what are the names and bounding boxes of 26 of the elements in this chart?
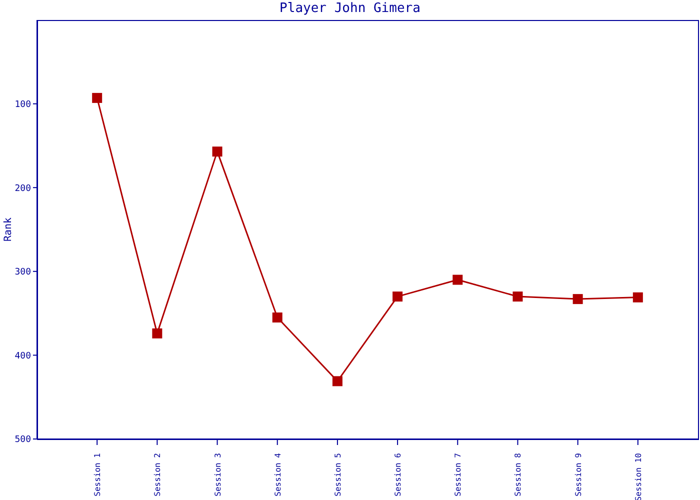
x-tick-label: Session 8 — [514, 452, 523, 496]
point — [332, 376, 342, 386]
chart-title: Player John Gimera — [278, 1, 422, 16]
y-tick-label: 300 — [14, 268, 31, 278]
point — [572, 294, 583, 304]
x-tick-label: Session 3 — [213, 452, 222, 496]
x-tick-label: Session 1 — [93, 452, 102, 496]
point — [632, 292, 643, 302]
x-tick-label: Session 2 — [153, 452, 162, 496]
y-tick-label: 500 — [14, 435, 31, 446]
x-tick-label: Session 7 — [454, 452, 463, 496]
y-tick-label: 100 — [14, 100, 31, 110]
point — [272, 312, 282, 322]
x-tick-label: Session 5 — [333, 452, 342, 496]
y-axis-title: Rank — [3, 217, 14, 242]
x-tick-label: Session 6 — [394, 452, 403, 496]
y-tick-label: 200 — [14, 184, 31, 194]
x-tick-label: Session 4 — [273, 452, 282, 496]
point — [152, 328, 162, 338]
point — [512, 292, 523, 302]
point — [212, 146, 222, 157]
point — [92, 92, 102, 103]
point — [392, 292, 403, 302]
x-tick-label: Session 9 — [574, 452, 583, 496]
point — [452, 274, 463, 285]
y-tick-label: 400 — [14, 351, 31, 362]
